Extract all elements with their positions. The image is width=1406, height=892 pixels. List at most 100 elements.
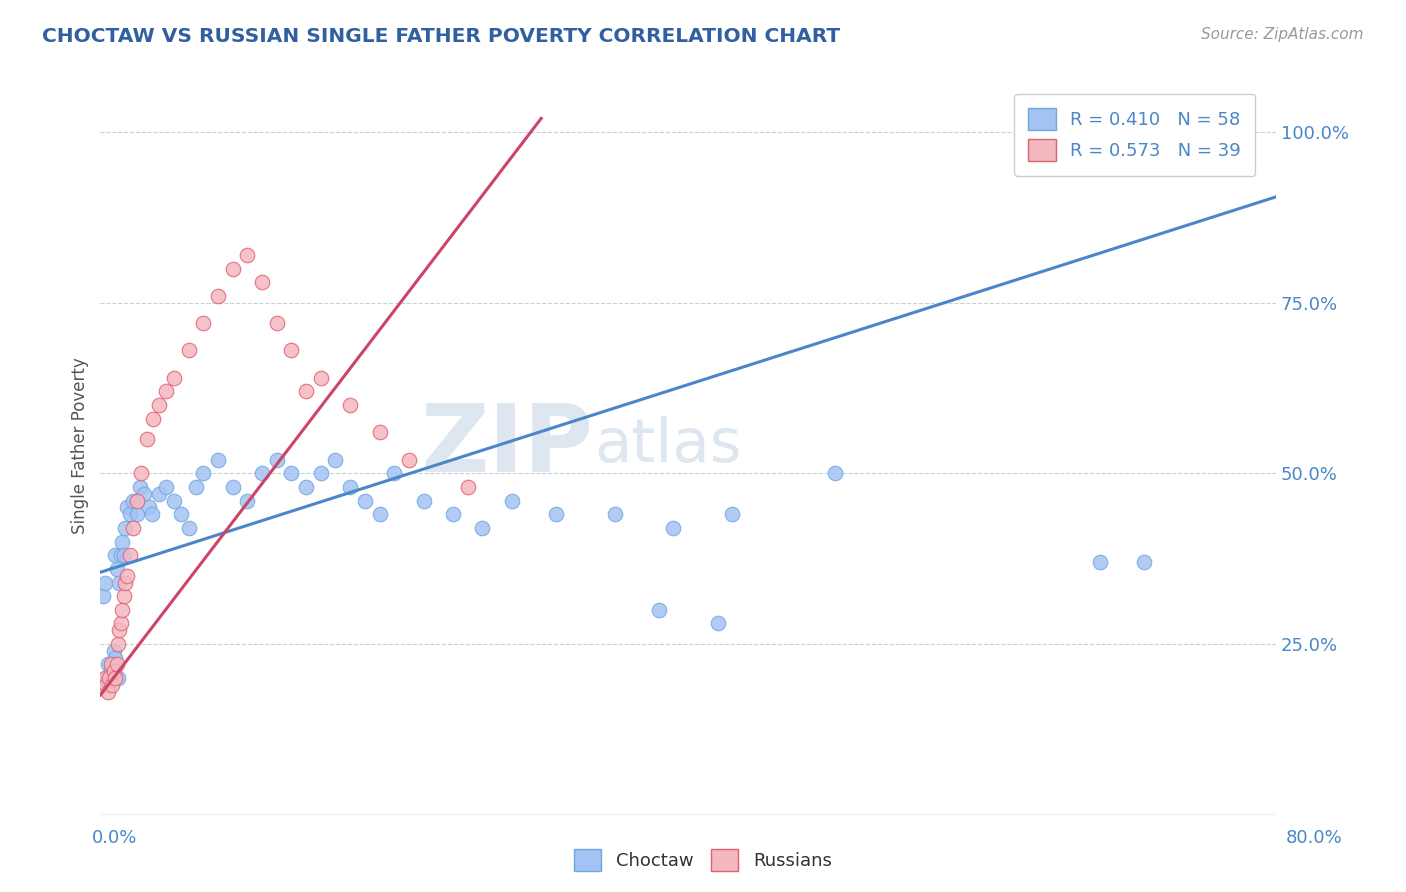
Point: [100, 657, 122, 672]
Point: [706, 616, 728, 631]
Point: [103, 644, 125, 658]
Point: [148, 487, 170, 501]
Text: ZIP: ZIP: [422, 400, 595, 492]
Point: [112, 548, 135, 562]
Point: [721, 508, 744, 522]
Point: [1088, 555, 1111, 569]
Legend: Choctaw, Russians: Choctaw, Russians: [567, 842, 839, 879]
Point: [295, 480, 318, 494]
Point: [221, 480, 243, 494]
Point: [662, 521, 685, 535]
Point: [107, 637, 129, 651]
Point: [141, 508, 163, 522]
Point: [121, 521, 143, 535]
Point: [115, 500, 138, 515]
Point: [309, 370, 332, 384]
Point: [110, 548, 132, 562]
Point: [101, 678, 124, 692]
Point: [163, 370, 186, 384]
Point: [207, 452, 229, 467]
Point: [177, 521, 200, 535]
Point: [193, 467, 215, 481]
Point: [98, 671, 121, 685]
Point: [118, 508, 141, 522]
Point: [138, 500, 160, 515]
Point: [177, 343, 200, 358]
Point: [94, 671, 117, 685]
Point: [412, 493, 434, 508]
Point: [207, 289, 229, 303]
Point: [101, 671, 124, 685]
Point: [155, 480, 177, 494]
Text: 80.0%: 80.0%: [1286, 829, 1343, 847]
Point: [501, 493, 523, 508]
Point: [184, 480, 207, 494]
Point: [94, 575, 117, 590]
Point: [127, 508, 149, 522]
Point: [114, 575, 136, 590]
Point: [108, 575, 131, 590]
Point: [142, 411, 165, 425]
Point: [339, 398, 361, 412]
Point: [457, 480, 479, 494]
Point: [105, 657, 128, 672]
Point: [115, 568, 138, 582]
Legend: R = 0.410   N = 58, R = 0.573   N = 39: R = 0.410 N = 58, R = 0.573 N = 39: [1014, 94, 1256, 176]
Point: [127, 493, 149, 508]
Point: [471, 521, 494, 535]
Point: [295, 384, 318, 399]
Point: [648, 603, 671, 617]
Point: [163, 493, 186, 508]
Point: [118, 548, 141, 562]
Point: [148, 398, 170, 412]
Point: [266, 452, 288, 467]
Point: [104, 548, 127, 562]
Point: [105, 562, 128, 576]
Point: [368, 425, 391, 440]
Point: [236, 493, 259, 508]
Point: [398, 452, 420, 467]
Point: [339, 480, 361, 494]
Point: [221, 261, 243, 276]
Text: CHOCTAW VS RUSSIAN SINGLE FATHER POVERTY CORRELATION CHART: CHOCTAW VS RUSSIAN SINGLE FATHER POVERTY…: [42, 27, 841, 45]
Point: [98, 678, 121, 692]
Point: [824, 467, 846, 481]
Point: [96, 678, 118, 692]
Point: [112, 589, 135, 603]
Point: [236, 248, 259, 262]
Point: [129, 480, 152, 494]
Point: [97, 657, 120, 672]
Text: 0.0%: 0.0%: [91, 829, 136, 847]
Point: [103, 665, 125, 679]
Point: [91, 589, 114, 603]
Point: [155, 384, 177, 399]
Point: [280, 467, 302, 481]
Point: [368, 508, 391, 522]
Point: [96, 671, 118, 685]
Point: [110, 616, 132, 631]
Point: [250, 467, 273, 481]
Point: [1132, 555, 1154, 569]
Point: [544, 508, 567, 522]
Point: [107, 671, 129, 685]
Point: [131, 467, 153, 481]
Point: [104, 671, 127, 685]
Point: [354, 493, 377, 508]
Point: [250, 275, 273, 289]
Point: [108, 624, 131, 638]
Text: atlas: atlas: [595, 417, 741, 475]
Point: [309, 467, 332, 481]
Point: [104, 650, 127, 665]
Text: Source: ZipAtlas.com: Source: ZipAtlas.com: [1201, 27, 1364, 42]
Point: [266, 316, 288, 330]
Point: [441, 508, 464, 522]
Point: [136, 432, 159, 446]
Point: [603, 508, 626, 522]
Point: [280, 343, 302, 358]
Point: [100, 665, 122, 679]
Point: [114, 521, 136, 535]
Point: [111, 534, 134, 549]
Point: [97, 684, 120, 698]
Point: [134, 487, 156, 501]
Point: [111, 603, 134, 617]
